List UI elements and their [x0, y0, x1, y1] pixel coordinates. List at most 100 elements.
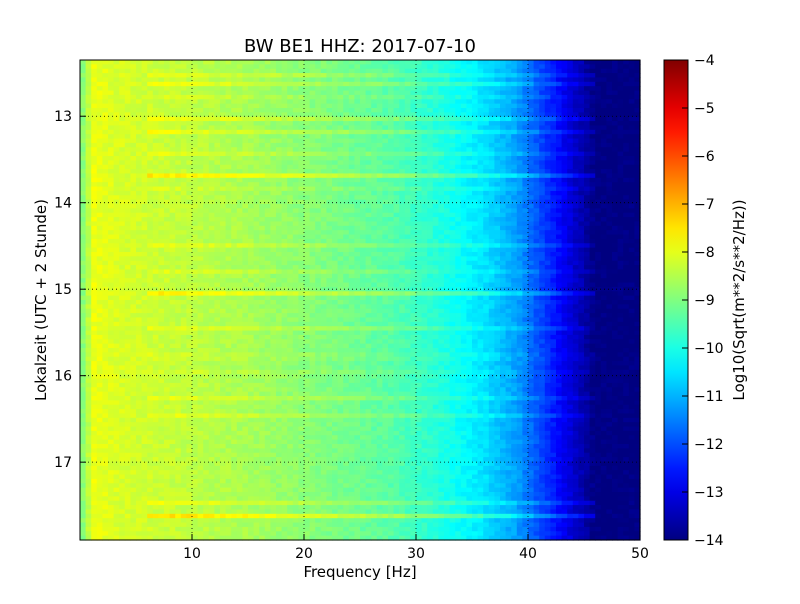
- heatmap-cell: [472, 186, 479, 192]
- heatmap-cell: [337, 195, 344, 201]
- heatmap-cell: [421, 243, 428, 249]
- heatmap-cell: [152, 142, 159, 148]
- heatmap-cell: [91, 195, 98, 201]
- heatmap-cell: [544, 147, 551, 153]
- heatmap-cell: [606, 151, 613, 157]
- heatmap-cell: [617, 81, 624, 87]
- heatmap-cell: [337, 160, 344, 166]
- heatmap-cell: [130, 243, 137, 249]
- heatmap-cell: [147, 142, 154, 148]
- heatmap-cell: [208, 186, 215, 192]
- heatmap-cell: [102, 108, 109, 113]
- heatmap-cell: [466, 190, 473, 196]
- heatmap-cell: [287, 134, 294, 140]
- heatmap-cell: [533, 94, 540, 100]
- heatmap-cell: [304, 108, 311, 113]
- heatmap-cell: [281, 129, 288, 135]
- heatmap-cell: [220, 129, 227, 135]
- heatmap-cell: [572, 73, 579, 79]
- heatmap-cell: [80, 204, 87, 209]
- heatmap-cell: [500, 190, 507, 196]
- heatmap-cell: [522, 99, 529, 105]
- heatmap-cell: [500, 108, 507, 113]
- heatmap-cell: [287, 234, 294, 240]
- heatmap-cell: [477, 81, 484, 87]
- heatmap-cell: [108, 186, 115, 192]
- heatmap-cell: [304, 160, 311, 166]
- heatmap-cell: [315, 125, 322, 131]
- heatmap-cell: [589, 177, 596, 183]
- heatmap-cell: [208, 230, 215, 236]
- heatmap-cell: [203, 177, 210, 183]
- heatmap-cell: [309, 86, 316, 92]
- heatmap-cell: [326, 160, 333, 166]
- heatmap-cell: [388, 60, 395, 65]
- heatmap-cell: [287, 190, 294, 196]
- heatmap-cell: [589, 90, 596, 96]
- heatmap-cell: [623, 64, 630, 70]
- heatmap-cell: [617, 142, 624, 148]
- heatmap-cell: [421, 94, 428, 100]
- heatmap-cell: [550, 195, 557, 201]
- heatmap-cell: [500, 129, 507, 135]
- heatmap-cell: [460, 160, 467, 166]
- heatmap-cell: [169, 221, 176, 227]
- heatmap-cell: [147, 164, 154, 170]
- heatmap-cell: [600, 199, 607, 205]
- heatmap-cell: [483, 182, 490, 188]
- heatmap-cell: [544, 221, 551, 227]
- heatmap-cell: [164, 64, 171, 70]
- heatmap-cell: [472, 252, 479, 257]
- heatmap-cell: [113, 225, 120, 231]
- heatmap-cell: [606, 225, 613, 231]
- heatmap-cell: [572, 247, 579, 253]
- heatmap-cell: [505, 243, 512, 249]
- heatmap-cell: [488, 99, 495, 105]
- heatmap-cell: [96, 243, 103, 249]
- heatmap-cell: [449, 142, 456, 148]
- heatmap-cell: [561, 243, 568, 249]
- heatmap-cell: [276, 173, 283, 179]
- heatmap-cell: [539, 265, 546, 271]
- heatmap-cell: [147, 60, 154, 65]
- heatmap-cell: [522, 156, 529, 161]
- heatmap-cell: [236, 256, 243, 262]
- heatmap-cell: [96, 204, 103, 209]
- heatmap-cell: [287, 94, 294, 100]
- heatmap-cell: [220, 225, 227, 231]
- heatmap-cell: [169, 77, 176, 83]
- heatmap-cell: [500, 142, 507, 148]
- heatmap-cell: [466, 103, 473, 109]
- heatmap-cell: [152, 252, 159, 257]
- heatmap-cell: [276, 142, 283, 148]
- heatmap-cell: [220, 247, 227, 253]
- heatmap-cell: [617, 199, 624, 205]
- heatmap-cell: [91, 129, 98, 135]
- heatmap-cell: [382, 212, 389, 218]
- heatmap-cell: [544, 265, 551, 271]
- heatmap-cell: [460, 273, 467, 279]
- heatmap-cell: [438, 86, 445, 92]
- heatmap-cell: [438, 269, 445, 275]
- heatmap-cell: [113, 73, 120, 79]
- heatmap-cell: [91, 173, 98, 179]
- heatmap-cell: [399, 238, 406, 244]
- heatmap-cell: [438, 195, 445, 201]
- heatmap-cell: [606, 99, 613, 105]
- heatmap-cell: [382, 252, 389, 257]
- heatmap-cell: [466, 208, 473, 214]
- heatmap-cell: [393, 177, 400, 183]
- heatmap-cell: [130, 230, 137, 236]
- heatmap-cell: [136, 68, 143, 74]
- heatmap-cell: [236, 64, 243, 70]
- heatmap-cell: [326, 238, 333, 244]
- heatmap-cell: [393, 173, 400, 179]
- heatmap-cell: [455, 234, 462, 240]
- heatmap-cell: [298, 208, 305, 214]
- heatmap-cell: [399, 247, 406, 253]
- heatmap-cell: [225, 160, 232, 166]
- heatmap-cell: [337, 77, 344, 83]
- heatmap-cell: [287, 156, 294, 161]
- heatmap-cell: [567, 81, 574, 87]
- heatmap-cell: [292, 195, 299, 201]
